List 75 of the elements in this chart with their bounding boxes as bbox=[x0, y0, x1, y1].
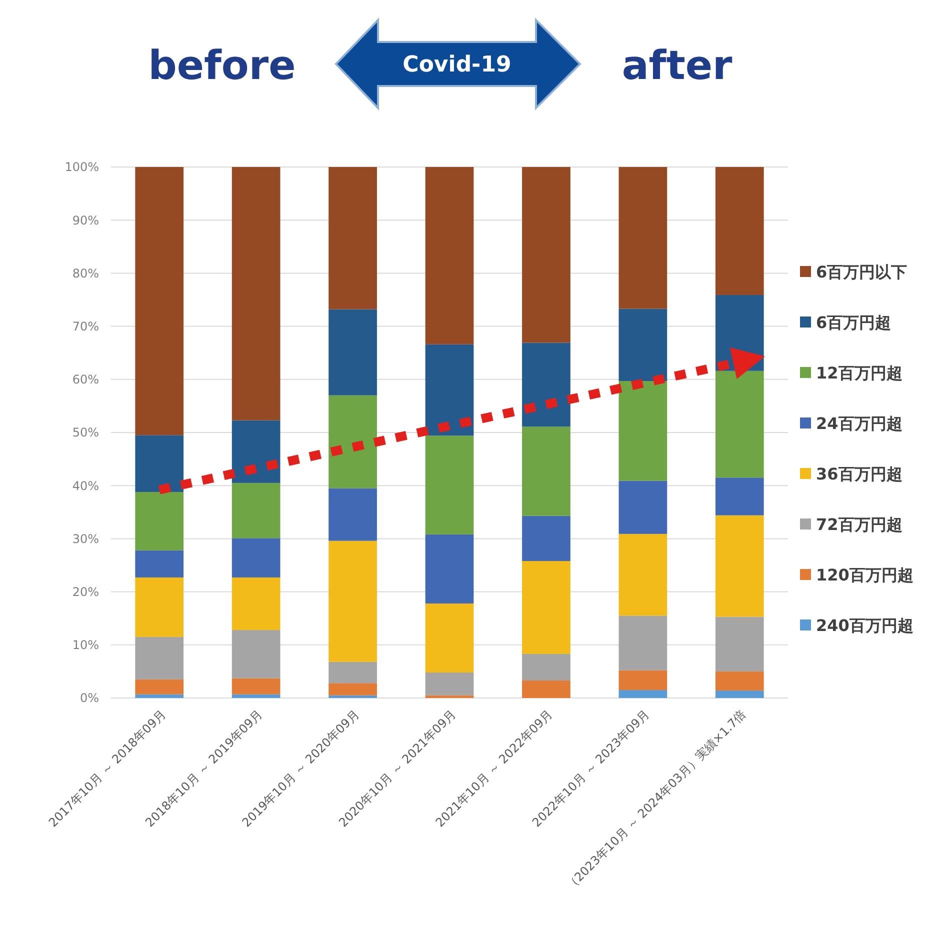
bar bbox=[232, 694, 280, 698]
bar bbox=[328, 167, 377, 310]
text: after bbox=[622, 43, 732, 89]
legend-label: 72百万円超 bbox=[816, 515, 902, 534]
bar bbox=[135, 435, 184, 492]
bar bbox=[232, 678, 280, 694]
text: Covid-19 bbox=[402, 52, 512, 78]
bar bbox=[618, 380, 668, 481]
legend-label: 240百万円超 bbox=[816, 616, 914, 636]
bar bbox=[328, 695, 377, 698]
bar bbox=[328, 683, 377, 696]
y-tick-label: 80% bbox=[72, 266, 99, 280]
bar bbox=[522, 342, 570, 427]
bar bbox=[328, 488, 377, 541]
bar bbox=[522, 426, 570, 516]
y-tick-label: 70% bbox=[72, 320, 99, 334]
bar bbox=[135, 167, 184, 436]
y-tick-label: 60% bbox=[72, 372, 99, 387]
bar bbox=[715, 515, 764, 617]
legend-label: 36百万円超 bbox=[816, 464, 902, 484]
bar bbox=[135, 550, 184, 578]
y-tick-label: 50% bbox=[72, 426, 99, 440]
bar bbox=[232, 630, 280, 678]
bar bbox=[618, 167, 668, 309]
bar bbox=[232, 538, 280, 578]
bar bbox=[522, 516, 570, 561]
bar bbox=[232, 167, 280, 420]
legend-label: 120百万円超 bbox=[816, 566, 914, 585]
bar bbox=[522, 167, 570, 343]
bar bbox=[328, 662, 377, 684]
bar bbox=[715, 167, 764, 295]
bar bbox=[715, 616, 764, 672]
bar bbox=[232, 420, 280, 483]
bar bbox=[715, 370, 764, 478]
bar bbox=[715, 671, 764, 691]
bar bbox=[425, 344, 474, 436]
bar bbox=[135, 577, 184, 637]
bar bbox=[425, 695, 474, 698]
bar bbox=[522, 654, 570, 680]
y-tick-label: 10% bbox=[72, 638, 99, 652]
bar bbox=[618, 534, 668, 616]
y-tick-label: 0% bbox=[80, 691, 99, 706]
y-tick-label: 100% bbox=[64, 160, 99, 174]
bar bbox=[618, 308, 668, 381]
y-tick-label: 20% bbox=[72, 585, 99, 599]
bar bbox=[135, 694, 184, 698]
bar bbox=[328, 309, 377, 396]
y-tick-label: 90% bbox=[72, 213, 99, 228]
bar bbox=[232, 482, 280, 538]
text: before bbox=[148, 43, 296, 89]
bar bbox=[328, 540, 377, 662]
bar bbox=[618, 690, 668, 698]
bar bbox=[715, 690, 764, 698]
bar bbox=[135, 636, 184, 680]
bar bbox=[328, 395, 377, 488]
y-tick-label: 40% bbox=[72, 478, 99, 493]
bar bbox=[135, 679, 184, 694]
bar bbox=[425, 534, 474, 604]
bar bbox=[618, 616, 668, 670]
bar bbox=[425, 672, 474, 696]
bar bbox=[522, 680, 570, 698]
legend-label: 6百万円超 bbox=[816, 313, 892, 332]
legend-label: 24百万円超 bbox=[816, 414, 902, 434]
bar bbox=[522, 561, 570, 654]
legend-label: 12百万円超 bbox=[816, 364, 902, 383]
bar bbox=[425, 603, 474, 673]
legend-label: 6百万円以下 bbox=[816, 262, 908, 282]
bar bbox=[425, 436, 474, 534]
bar bbox=[232, 577, 280, 630]
bar bbox=[135, 492, 184, 550]
y-tick-label: 30% bbox=[72, 532, 99, 546]
bar bbox=[425, 167, 474, 344]
bar bbox=[715, 478, 764, 516]
bar bbox=[618, 670, 668, 690]
bar bbox=[618, 480, 668, 534]
